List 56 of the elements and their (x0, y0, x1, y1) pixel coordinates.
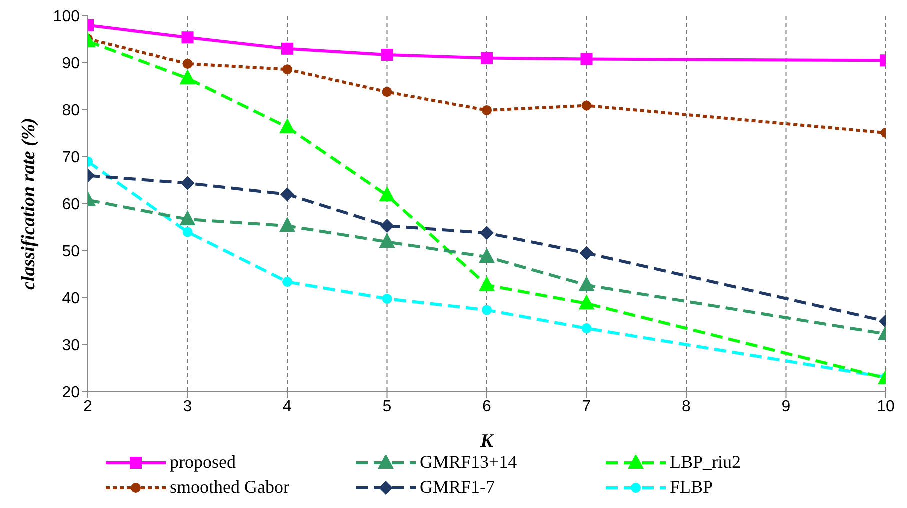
point (480, 226, 494, 240)
point (282, 42, 294, 55)
point (580, 246, 594, 260)
point (282, 277, 292, 288)
point (382, 294, 392, 304)
point (582, 100, 592, 111)
y-tick-label: 50 (62, 244, 80, 261)
point (182, 58, 193, 69)
point (280, 188, 294, 202)
x-tick-label: 8 (682, 398, 692, 416)
y-tick-label: 40 (62, 290, 80, 308)
point (380, 219, 394, 234)
point (578, 276, 595, 292)
x-axis-title: K (480, 431, 495, 452)
y-tick-label: 90 (62, 56, 80, 73)
y-tick-label: 60 (62, 196, 80, 214)
legend-label: LBP_riu2 (670, 452, 742, 473)
point (280, 217, 296, 232)
x-tick-label: 6 (482, 398, 492, 416)
point (382, 87, 392, 98)
y-tick-label: 70 (62, 150, 80, 167)
x-tick-label: 7 (582, 398, 592, 416)
point (479, 248, 495, 264)
y-tick-label: 100 (53, 8, 80, 26)
point (578, 294, 595, 310)
point (182, 32, 194, 44)
legend-label: proposed (170, 452, 236, 473)
point (479, 276, 495, 292)
point (580, 53, 593, 66)
legend-label: GMRF13+14 (420, 452, 518, 473)
y-tick-label: 20 (62, 384, 80, 402)
legend-label: GMRF1-7 (420, 477, 496, 498)
legend-label: smoothed Gabor (170, 477, 290, 498)
point (381, 49, 394, 62)
point (180, 210, 196, 226)
point (282, 64, 292, 75)
point (582, 324, 592, 334)
point (180, 176, 195, 190)
point (481, 52, 493, 64)
x-tick-label: 3 (183, 398, 192, 416)
point (180, 70, 196, 85)
point (379, 233, 396, 248)
point (482, 305, 492, 316)
x-tick-label: 2 (84, 398, 93, 416)
x-tick-label: 10 (877, 398, 895, 416)
x-tick-label: 9 (782, 398, 791, 416)
point (182, 227, 193, 238)
point (379, 186, 396, 202)
point (482, 105, 492, 116)
y-axis-title: classification rate (%) (18, 118, 40, 290)
legend-label: FLBP (670, 477, 714, 498)
point (280, 118, 296, 134)
x-tick-label: 5 (382, 398, 392, 416)
y-tick-label: 30 (62, 338, 80, 355)
y-tick-label: 80 (62, 102, 80, 120)
x-tick-label: 4 (283, 398, 292, 416)
